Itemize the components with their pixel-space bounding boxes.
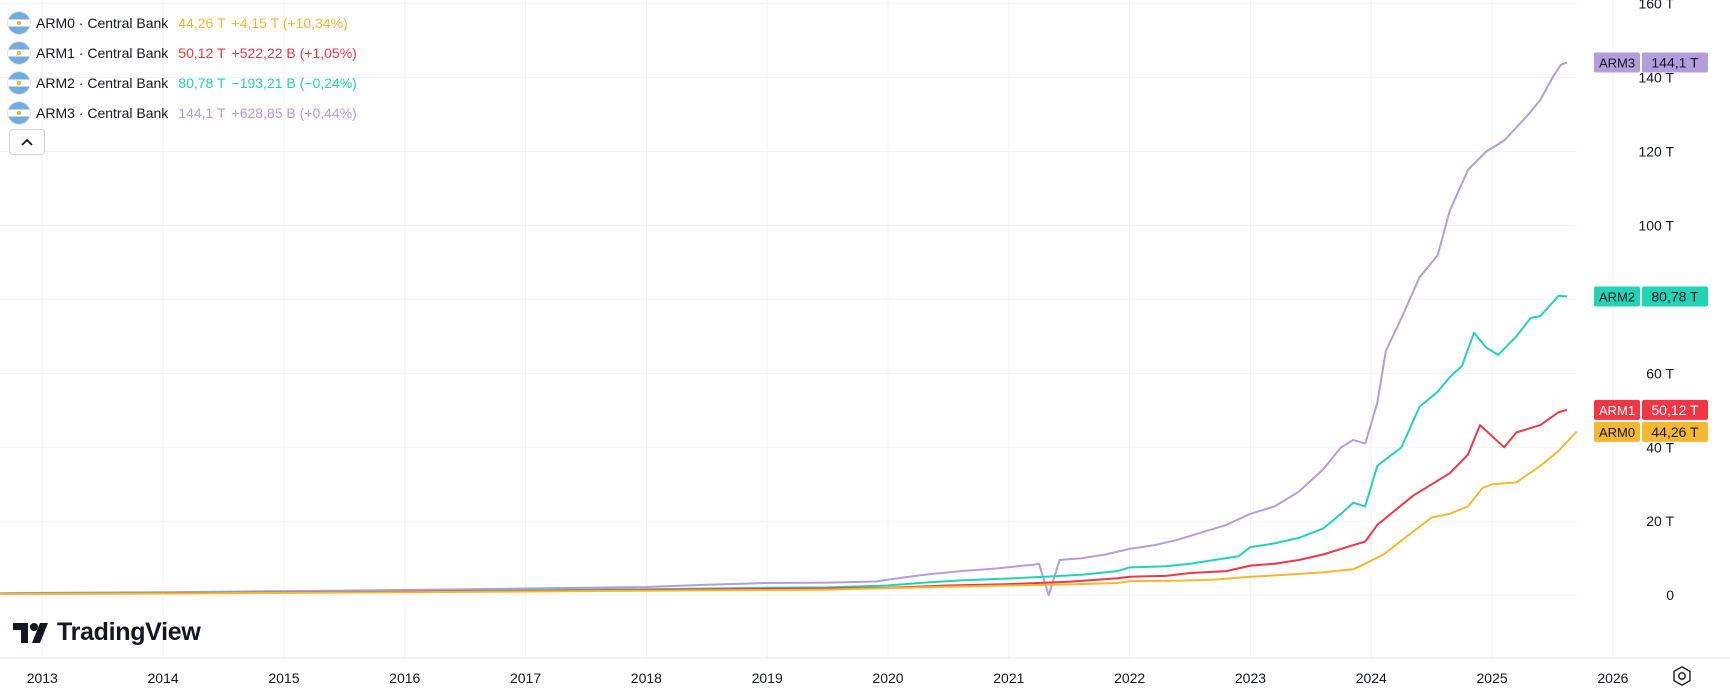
x-tick-label: 2014 [148, 670, 179, 686]
price-label-value: 144,1 T [1651, 54, 1699, 70]
x-tick-label: 2026 [1597, 670, 1628, 686]
x-tick-label: 2024 [1356, 670, 1387, 686]
y-tick-label: 20 T [1646, 513, 1674, 529]
price-label-value-bg [1642, 421, 1708, 442]
x-tick-label: 2016 [389, 670, 420, 686]
price-label-name-bg [1594, 421, 1640, 442]
x-tick-label: 2019 [752, 670, 783, 686]
price-label-name: ARM1 [1599, 403, 1635, 418]
last-value-labels: ARM3 144,1 T ARM2 80,78 T ARM1 50,12 T ARM0 44,… [1594, 52, 1708, 442]
gear-icon[interactable] [1671, 665, 1693, 687]
price-label-arm3: ARM3 144,1 T [1594, 52, 1708, 73]
grid [0, 0, 1614, 658]
argentina-flag-icon [8, 102, 30, 124]
legend-value: 144,1 T [178, 105, 226, 121]
argentina-flag-icon [8, 72, 30, 94]
x-axis: 2013 2014 2015 2016 2017 2018 2019 2020 2021 2022… [27, 670, 1629, 686]
price-label-name-bg [1594, 399, 1640, 420]
x-tick-label: 2018 [631, 670, 662, 686]
legend-symbol: ARM3 · Central Bank [36, 105, 169, 121]
y-tick-label: 60 T [1646, 365, 1674, 381]
price-label-arm1: ARM1 50,12 T [1594, 399, 1708, 420]
argentina-flag-icon [8, 42, 30, 64]
y-tick-label: 0 [1666, 587, 1674, 603]
series-line-arm0 [0, 430, 1578, 595]
legend-change: +522,22 B (+1,05%) [231, 45, 357, 61]
x-tick-label: 2023 [1235, 670, 1266, 686]
series-line-arm2 [0, 294, 1568, 595]
legend-value: 80,78 T [178, 75, 226, 91]
price-label-value-bg [1642, 52, 1708, 73]
legend-row-arm0[interactable]: ARM0 · Central Bank 44,26 T +4,15 T (+10… [8, 8, 357, 38]
series-line-arm1 [0, 408, 1568, 595]
y-tick-label: 40 T [1646, 439, 1674, 455]
x-tick-label: 2021 [993, 670, 1024, 686]
y-tick-label: 160 T [1638, 0, 1674, 12]
price-label-value: 44,26 T [1651, 424, 1699, 440]
x-tick-label: 2017 [510, 670, 541, 686]
legend-symbol: ARM1 · Central Bank [36, 45, 169, 61]
legend-row-arm1[interactable]: ARM1 · Central Bank 50,12 T +522,22 B (+… [8, 38, 357, 68]
y-tick-label: 100 T [1638, 217, 1674, 233]
legend-row-arm3[interactable]: ARM3 · Central Bank 144,1 T +628,85 B (+… [8, 98, 357, 128]
price-label-arm0: ARM0 44,26 T [1594, 421, 1708, 442]
x-tick-label: 2020 [872, 670, 903, 686]
price-label-arm2: ARM2 80,78 T [1594, 286, 1708, 307]
legend-change: +628,85 B (+0,44%) [231, 105, 357, 121]
price-label-name-bg [1594, 286, 1640, 307]
price-label-name: ARM3 [1599, 55, 1635, 70]
legend-change: −193,21 B (−0,24%) [231, 75, 357, 91]
legend: ARM0 · Central Bank 44,26 T +4,15 T (+10… [8, 8, 357, 128]
tradingview-logo-icon [13, 622, 48, 643]
legend-symbol: ARM0 · Central Bank [36, 15, 169, 31]
series-lines [0, 61, 1578, 597]
legend-row-arm2[interactable]: ARM2 · Central Bank 80,78 T −193,21 B (−… [8, 68, 357, 98]
y-tick-label: 140 T [1638, 70, 1674, 86]
legend-value: 50,12 T [178, 45, 226, 61]
chevron-up-icon [21, 138, 33, 146]
x-tick-label: 2013 [27, 670, 58, 686]
legend-value: 44,26 T [178, 15, 226, 31]
x-tick-label: 2022 [1114, 670, 1145, 686]
legend-change: +4,15 T (+10,34%) [231, 15, 348, 31]
x-tick-label: 2025 [1477, 670, 1508, 686]
price-label-value-bg [1642, 286, 1708, 307]
logo-text: TradingView [57, 618, 201, 646]
legend-symbol: ARM2 · Central Bank [36, 75, 169, 91]
price-label-value: 80,78 T [1651, 289, 1699, 305]
x-tick-label: 2015 [268, 670, 299, 686]
price-label-value-bg [1642, 399, 1708, 420]
price-label-name: ARM2 [1599, 290, 1635, 305]
price-label-name-bg [1594, 52, 1640, 73]
legend-collapse-button[interactable] [9, 129, 45, 155]
price-label-value: 50,12 T [1651, 402, 1699, 418]
argentina-flag-icon [8, 12, 30, 34]
y-tick-label: 120 T [1638, 144, 1674, 160]
tradingview-logo[interactable]: TradingView [13, 618, 201, 647]
series-line-arm3 [0, 61, 1568, 597]
price-label-name: ARM0 [1599, 425, 1635, 440]
